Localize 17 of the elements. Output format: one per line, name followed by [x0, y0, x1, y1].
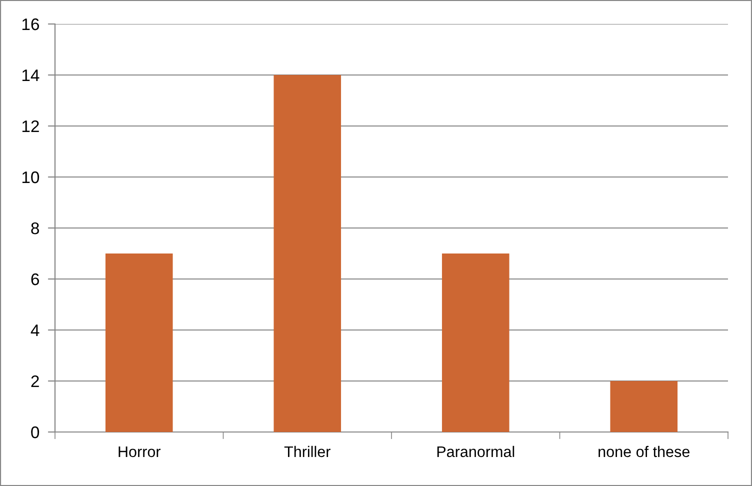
y-tick-label: 0 — [31, 426, 40, 438]
y-tick-label: 4 — [30, 324, 40, 336]
bar — [610, 381, 678, 432]
y-tick-label: 14 — [22, 70, 40, 82]
bar — [442, 254, 510, 432]
y-tick-label: 10 — [22, 171, 40, 184]
x-tick-label: Paranormal — [437, 446, 514, 458]
x-tick-label: none of these — [598, 446, 690, 458]
y-tick-label: 8 — [31, 222, 39, 234]
x-tick-label: Thriller — [284, 446, 330, 458]
bar — [105, 254, 173, 432]
y-tick-label: 6 — [31, 273, 39, 286]
y-tick-label: 2 — [31, 375, 39, 388]
bar — [274, 75, 342, 432]
x-tick-label: Horror — [118, 446, 161, 458]
y-tick-label: 12 — [22, 120, 39, 132]
y-tick-label: 16 — [22, 18, 39, 30]
